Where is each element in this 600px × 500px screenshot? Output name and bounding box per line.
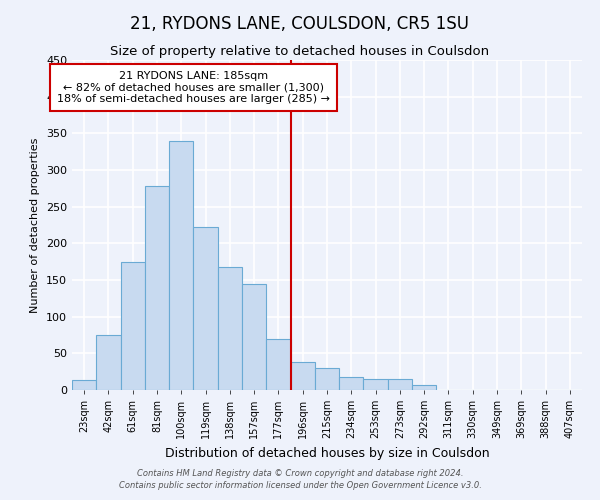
Bar [218,267,242,390]
Bar [364,379,388,390]
Bar [339,377,364,390]
Bar [242,284,266,390]
Text: Size of property relative to detached houses in Coulsdon: Size of property relative to detached ho… [110,45,490,58]
Bar [96,335,121,390]
Bar [315,368,339,390]
Bar [121,262,145,390]
Bar [72,380,96,390]
Bar [169,140,193,390]
Bar [193,227,218,390]
Text: 21, RYDONS LANE, COULSDON, CR5 1SU: 21, RYDONS LANE, COULSDON, CR5 1SU [131,15,470,33]
Bar [266,338,290,390]
Text: 21 RYDONS LANE: 185sqm
← 82% of detached houses are smaller (1,300)
18% of semi-: 21 RYDONS LANE: 185sqm ← 82% of detached… [57,71,330,104]
Bar [145,186,169,390]
X-axis label: Distribution of detached houses by size in Coulsdon: Distribution of detached houses by size … [164,446,490,460]
Y-axis label: Number of detached properties: Number of detached properties [31,138,40,312]
Bar [290,362,315,390]
Text: Contains HM Land Registry data © Crown copyright and database right 2024.
Contai: Contains HM Land Registry data © Crown c… [119,468,481,490]
Bar [412,385,436,390]
Bar [388,379,412,390]
